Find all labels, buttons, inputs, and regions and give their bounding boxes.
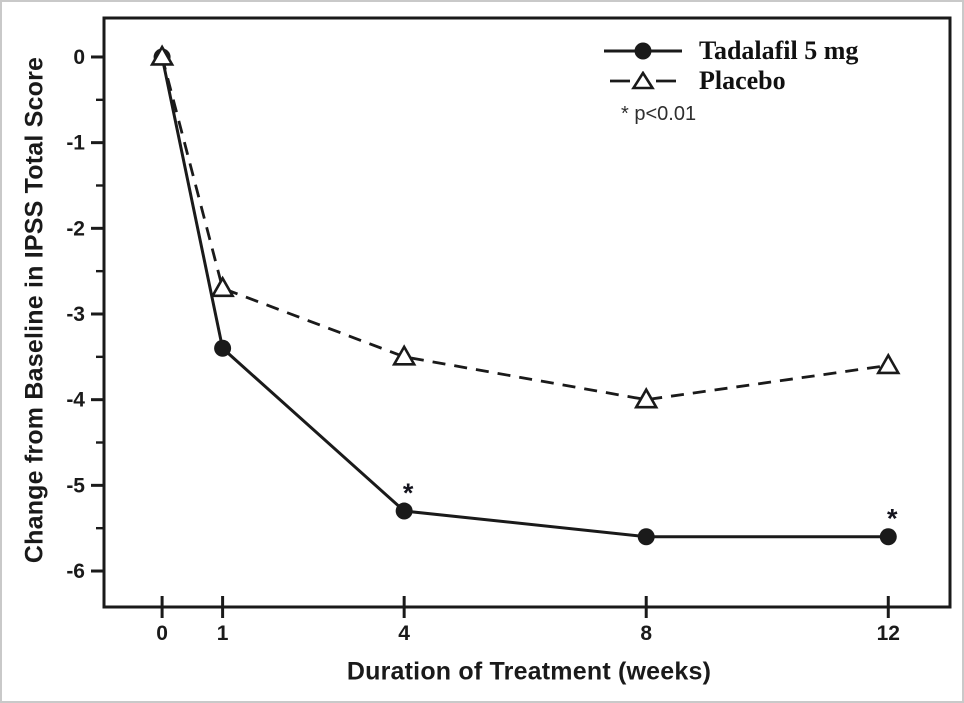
- x-tick-label: 12: [877, 622, 900, 645]
- data-point-open-triangle: [149, 44, 175, 66]
- y-tick-label: -6: [66, 560, 85, 583]
- x-tick-label: 4: [398, 622, 410, 645]
- y-tick-label: -2: [66, 217, 85, 240]
- y-tick-label: -4: [66, 389, 85, 412]
- y-tick-label: -5: [66, 474, 85, 497]
- legend: Tadalafil 5 mg Placebo * p<0.01: [603, 36, 858, 126]
- x-tick-label: 8: [640, 622, 652, 645]
- y-tick-label: -3: [66, 303, 85, 326]
- legend-label-tadalafil: Tadalafil 5 mg: [699, 36, 859, 65]
- data-point-filled-circle: [214, 339, 232, 357]
- x-axis-title: Duration of Treatment (weeks): [346, 657, 712, 686]
- filled-circle-line-icon: [603, 41, 689, 61]
- data-point-filled-circle: [879, 528, 897, 546]
- data-point-open-triangle: [876, 352, 901, 375]
- series-line-0: [160, 56, 889, 539]
- data-point-open-triangle: [633, 387, 659, 409]
- legend-item-placebo: Placebo: [603, 66, 858, 96]
- significance-asterisk: *: [887, 504, 898, 534]
- x-tick-label: 1: [217, 622, 229, 645]
- open-triangle-dashed-line-icon: [603, 71, 689, 91]
- x-tick-label: 0: [156, 622, 168, 645]
- y-tick-label: 0: [73, 46, 85, 69]
- series-line-1: [160, 56, 889, 402]
- significance-asterisk: *: [403, 478, 414, 508]
- legend-label-placebo: Placebo: [699, 66, 786, 95]
- significance-note: * p<0.01: [621, 103, 697, 125]
- y-tick-label: -1: [66, 132, 85, 155]
- data-point-open-triangle: [391, 344, 417, 366]
- data-point-filled-circle: [637, 528, 655, 546]
- data-point-filled-circle: [395, 502, 413, 520]
- y-axis-title: Change from Baseline in IPSS Total Score: [20, 56, 49, 564]
- legend-item-tadalafil: Tadalafil 5 mg: [603, 36, 858, 66]
- data-point-open-triangle: [210, 275, 235, 298]
